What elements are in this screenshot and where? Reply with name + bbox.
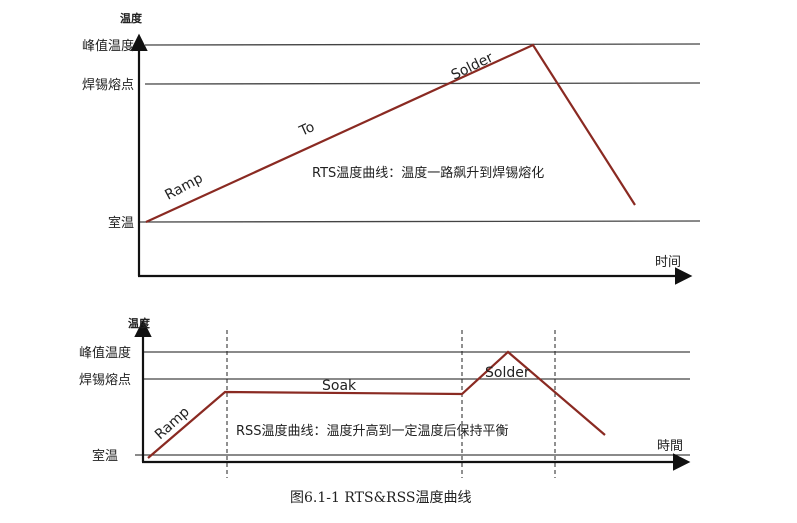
rss-x-axis-label: 時間	[657, 439, 683, 454]
rts-peak-label: 峰值温度	[82, 38, 134, 54]
rts-melt-line	[144, 82, 701, 85]
rts-solder-label: Solder	[449, 50, 496, 84]
rss-y-axis-label: 温度	[128, 316, 151, 330]
rts-y-axis-label: 温度	[120, 11, 143, 25]
rss-peak-label: 峰值温度	[79, 345, 131, 361]
rts-x-axis-label: 时间	[655, 255, 681, 270]
rts-to-label: To	[296, 119, 317, 140]
rts-peak-line	[144, 43, 701, 46]
rss-soak-label: Soak	[322, 378, 357, 394]
rts-chart: 温度 时间 峰值温度 焊锡熔点 室温 Ramp To Solder RTS温度曲…	[82, 11, 701, 285]
figure-caption: 图6.1-1 RTS&RSS温度曲线	[290, 490, 472, 506]
rts-melt-label: 焊锡熔点	[82, 77, 134, 93]
rss-solder-label: Solder	[485, 365, 530, 381]
rss-chart: 温度 時間 峰值温度 焊锡熔点 室温 Ramp Soak Solder RSS温…	[79, 316, 691, 478]
rss-description: RSS温度曲线：温度升高到一定温度后保持平衡	[236, 423, 509, 439]
rss-room-label: 室温	[92, 448, 118, 464]
rss-curve	[147, 350, 606, 459]
rts-curve	[145, 43, 636, 224]
rts-room-line	[139, 220, 701, 223]
rts-room-label: 室温	[108, 215, 134, 231]
rss-melt-label: 焊锡熔点	[79, 372, 131, 388]
rts-description: RTS温度曲线：温度一路飙升到焊锡熔化	[312, 165, 544, 181]
